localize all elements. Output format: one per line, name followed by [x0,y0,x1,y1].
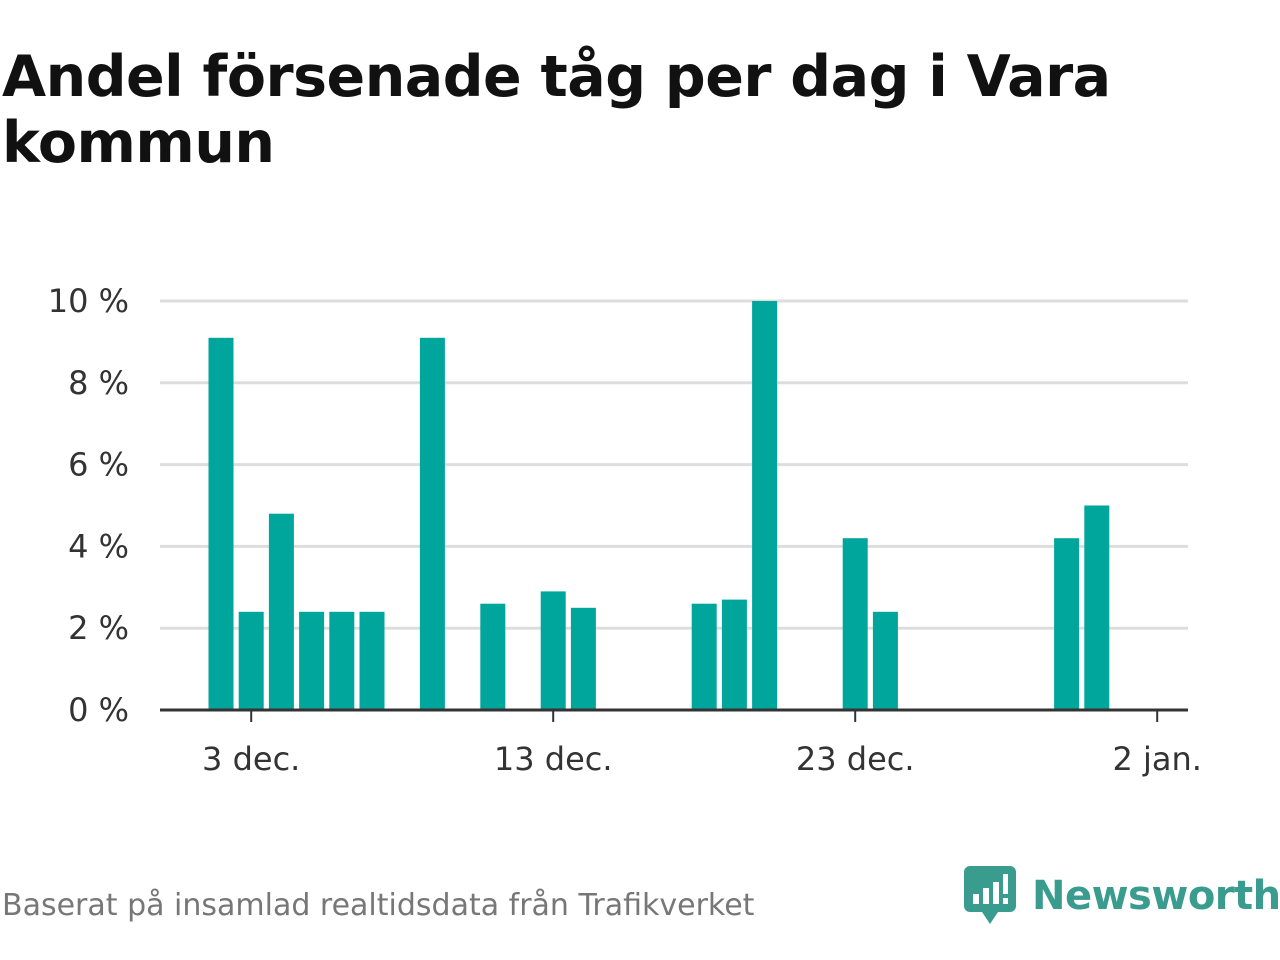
bar: 31 dec.: 5 % [1084,505,1110,710]
y-tick-label: 8 % [68,364,129,402]
x-axis-ticks: 3 dec. 13 dec. 23 dec. 2 jan. [202,710,1202,778]
bar: 7 dec.: 2.4 % [359,611,385,710]
bar: 11 dec.: 2.6 % [480,603,506,710]
bar: 24 dec.: 2.4 % [872,611,898,710]
bar: 20 dec.: 10 % [752,301,778,710]
y-tick-label: 4 % [68,527,129,565]
bar: 3 dec.: 2.4 % [238,611,264,710]
source-note: Baserat på insamlad realtidsdata från Tr… [2,888,755,923]
y-axis-tick-labels: 0 % 2 % 4 % 6 % 8 % 10 % [48,282,129,729]
x-tick-label: 3 dec. [202,740,300,778]
bar-chart: 0 % 2 % 4 % 6 % 8 % 10 % 2 dec.: 9.1 %3 dec.:… [48,282,1202,778]
bar: 5 dec.: 2.4 % [299,611,325,710]
bars: 2 dec.: 9.1 %3 dec.: 2.4 %4 dec.: 4.8 %5… [208,301,1110,711]
newsworthy-logo[interactable]: Newsworthy [964,864,1280,928]
bar: 14 dec.: 2.5 % [570,607,596,711]
y-tick-label: 6 % [68,446,129,484]
bar: 19 dec.: 2.7 % [721,599,747,710]
bar: 18 dec.: 2.6 % [691,603,717,710]
x-tick-label: 23 dec. [796,740,915,778]
bar: 13 dec.: 2.9 % [540,591,566,710]
bar: 6 dec.: 2.4 % [329,611,355,710]
bar: 30 dec.: 4.2 % [1054,538,1080,710]
chart-title: Andel försenade tåg per dag i Vara kommu… [2,44,1111,176]
gridlines [160,299,1188,630]
brand-name: Newsworthy [1032,873,1280,919]
bar: 23 dec.: 4.2 % [842,538,868,710]
y-tick-label: 0 % [68,691,129,729]
newsworthy-logo-icon [964,866,1016,924]
y-tick-label: 10 % [48,282,129,320]
x-tick-label: 13 dec. [494,740,613,778]
y-tick-label: 2 % [68,609,129,647]
bar: 2 dec.: 9.1 % [208,337,234,710]
bar: 9 dec.: 9.1 % [419,337,445,710]
x-tick-label: 2 jan. [1112,740,1201,778]
bar: 4 dec.: 4.8 % [268,513,294,710]
